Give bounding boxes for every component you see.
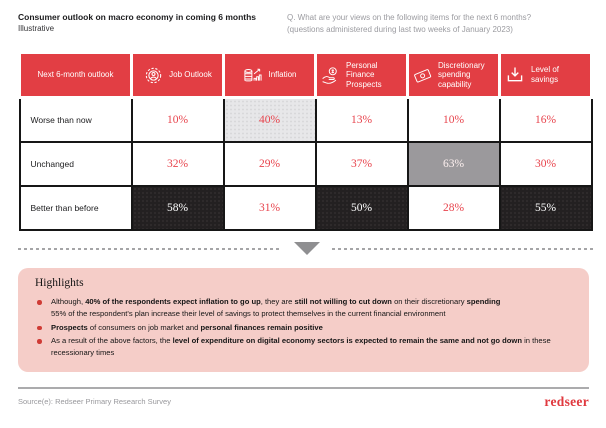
highlight-text-segment: of consumers on job market and xyxy=(87,322,201,332)
column-header: Next 6-month outlook xyxy=(18,51,133,99)
highlight-text-segment: As a result of the above factors, the xyxy=(51,336,173,346)
column-header-label: Discretionary spending capability xyxy=(438,60,485,89)
outlook-table: Next 6-month outlook Job Outlook Inflation… xyxy=(18,51,593,231)
row-label: Better than before xyxy=(18,185,133,231)
title-block: Consumer outlook on macro economy in com… xyxy=(18,12,256,33)
table-cell: 31% xyxy=(222,185,317,231)
redseer-logo: redseer xyxy=(544,393,589,409)
table-row: Better than before 58% 31% 50% 28% 55% xyxy=(18,185,593,231)
column-header: Discretionary spending capability xyxy=(406,51,501,99)
table-cell: 16% xyxy=(498,96,593,143)
highlight-text-segment: still not willing to cut down xyxy=(294,297,392,306)
download-tray-icon xyxy=(504,64,526,86)
highlights-title: Highlights xyxy=(35,277,84,289)
highlight-bullet: As a result of the above factors, the le… xyxy=(35,335,572,359)
highlight-text-segment: , they are xyxy=(260,297,295,306)
highlight-text-segment: spending xyxy=(466,297,501,306)
table-body: Worse than now 10% 40% 13% 10% 16% Unchanged 32… xyxy=(18,96,593,231)
column-header: Inflation xyxy=(222,51,317,99)
column-header-content: Inflation xyxy=(228,65,311,86)
page-subtitle: Illustrative xyxy=(18,24,55,34)
highlight-text-segment: in these recessionary times xyxy=(51,336,551,358)
column-header-label: Personal Finance Prospects xyxy=(346,60,382,89)
down-triangle-icon xyxy=(294,242,320,255)
survey-question: Q. What are your views on the following … xyxy=(287,12,589,36)
column-header-content: Level of savings xyxy=(504,64,587,86)
dashed-separator xyxy=(18,242,596,255)
table-cell: 13% xyxy=(314,96,409,143)
table-cell: 40% xyxy=(222,96,317,143)
survey-question-line2: (questions administered during last two … xyxy=(287,25,513,34)
table-cell: 10% xyxy=(130,96,225,143)
column-header-label: Next 6-month outlook xyxy=(37,70,114,80)
survey-question-line1: Q. What are your views on the following … xyxy=(287,13,532,22)
highlight-text-segment: personal finances remain positive xyxy=(200,322,323,332)
table-row: Unchanged 32% 29% 37% 63% 30% xyxy=(18,141,593,187)
column-header-content: Job Outlook xyxy=(136,65,219,86)
table-cell: 55% xyxy=(498,185,593,231)
banknote-icon xyxy=(412,65,433,86)
column-header-content: Next 6-month outlook xyxy=(24,70,127,80)
highlights-list: Although, 40% of the respondents expect … xyxy=(35,296,572,359)
table-cell: 10% xyxy=(406,96,501,143)
column-header-label: Job Outlook xyxy=(169,70,212,80)
highlight-text-segment: Prospects xyxy=(51,322,88,332)
dashed-line-left xyxy=(18,247,282,250)
table-cell: 50% xyxy=(314,185,409,231)
source-note: Source(e): Redseer Primary Research Surv… xyxy=(18,397,171,407)
header-row: Next 6-month outlook Job Outlook Inflation… xyxy=(18,51,593,99)
column-header-content: Discretionary spending capability xyxy=(412,61,495,90)
highlight-text-segment: on their discretionary xyxy=(391,297,467,306)
highlight-text-segment: level of expenditure on digital economy … xyxy=(172,336,522,346)
highlight-bullet: Prospects of consumers on job market and… xyxy=(35,322,572,334)
row-label: Worse than now xyxy=(18,96,133,143)
highlight-text-segment: Although, xyxy=(51,297,86,306)
page-title: Consumer outlook on macro economy in com… xyxy=(18,12,257,22)
table-cell: 30% xyxy=(498,141,593,187)
gear-person-icon xyxy=(143,65,164,86)
table-cell: 63% xyxy=(406,141,501,187)
coins-growth-icon xyxy=(242,65,263,86)
footer-divider xyxy=(18,386,589,389)
column-header-label: Level of savings xyxy=(531,65,560,84)
column-header-label: Inflation xyxy=(268,70,297,80)
column-header-content: Personal Finance Prospects xyxy=(320,61,403,90)
table-cell: 32% xyxy=(130,141,225,187)
table-cell: 58% xyxy=(130,185,225,231)
hand-coin-icon xyxy=(320,65,341,86)
table-row: Worse than now 10% 40% 13% 10% 16% xyxy=(18,96,593,143)
footer: Source(e): Redseer Primary Research Surv… xyxy=(18,394,589,410)
highlight-text-segment: 55% of the respondent's plan increase th… xyxy=(51,308,446,318)
highlights-box: Highlights Although, 40% of the responde… xyxy=(18,268,589,372)
column-header: Level of savings xyxy=(498,51,593,99)
table-cell: 37% xyxy=(314,141,409,187)
table-header-row: Next 6-month outlook Job Outlook Inflation… xyxy=(18,51,593,99)
column-header: Personal Finance Prospects xyxy=(314,51,409,99)
column-header: Job Outlook xyxy=(130,51,225,99)
dashed-line-right xyxy=(332,247,596,250)
highlight-bullet: Although, 40% of the respondents expect … xyxy=(35,296,572,320)
table-cell: 28% xyxy=(406,185,501,231)
row-label: Unchanged xyxy=(18,141,133,187)
highlight-text-segment: 40% of the respondents expect inflation … xyxy=(85,297,261,306)
table-cell: 29% xyxy=(222,141,317,187)
slide-header: Consumer outlook on macro economy in com… xyxy=(18,12,589,36)
